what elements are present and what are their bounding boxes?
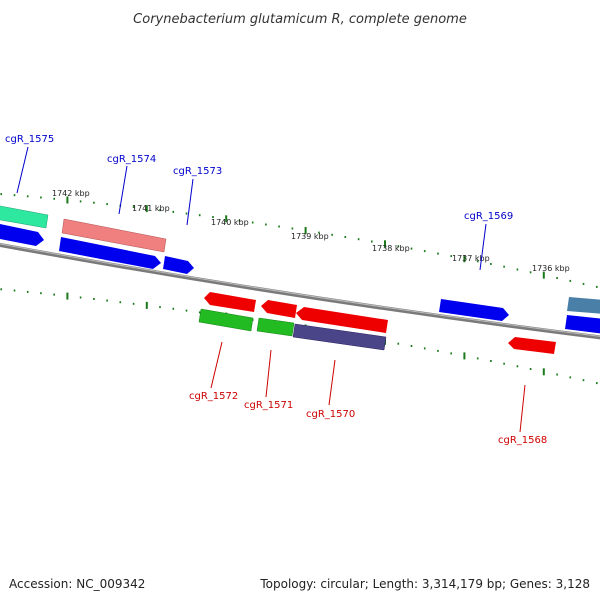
gene-label-cgR_1571[interactable]: cgR_1571	[244, 400, 293, 411]
genome-summary-text: Topology: circular; Length: 3,314,179 bp…	[260, 577, 590, 591]
outer-tick-ring	[0, 193, 598, 288]
feature-outer-pink[interactable]	[61, 218, 167, 253]
genome-title: Corynebacterium glutamicum R, complete g…	[133, 12, 467, 27]
gene-label-cgR_1570[interactable]: cgR_1570	[306, 409, 355, 420]
genome-backbone	[0, 242, 600, 340]
ruler-label-1740: 1740 kbp	[211, 218, 249, 227]
ruler-label-1742: 1742 kbp	[52, 189, 90, 198]
feature-green-a[interactable]	[198, 308, 254, 332]
feature-red-1568[interactable]	[508, 337, 556, 354]
gene-features	[0, 205, 600, 354]
gene-label-cgR_1573[interactable]: cgR_1573	[173, 166, 222, 177]
leader-cgR_1569	[479, 223, 487, 271]
ruler-label-1737: 1737 kbp	[452, 254, 490, 263]
feature-blue-1573[interactable]	[163, 256, 194, 274]
leader-cgR_1572	[210, 341, 223, 389]
gene-label-cgR_1568[interactable]: cgR_1568	[498, 435, 547, 446]
ruler-label-1739: 1739 kbp	[291, 232, 329, 241]
leader-cgR_1573	[186, 178, 194, 226]
feature-red-b[interactable]	[261, 300, 297, 318]
gene-labels: cgR_1575 cgR_1574 cgR_1573 cgR_1569 cgR_…	[5, 134, 547, 446]
feature-blue-1569[interactable]	[439, 299, 509, 321]
feature-red-c[interactable]	[296, 307, 388, 333]
feature-green-b[interactable]	[256, 317, 295, 337]
gene-label-leaders	[16, 146, 526, 433]
ruler-labels: 1742 kbp 1741 kbp 1740 kbp 1739 kbp 1738…	[52, 189, 570, 273]
gene-label-cgR_1575[interactable]: cgR_1575	[5, 134, 54, 145]
accession-text: Accession: NC_009342	[9, 577, 146, 591]
feature-steel-right[interactable]	[567, 297, 600, 314]
leader-cgR_1575	[16, 146, 29, 194]
gene-label-cgR_1574[interactable]: cgR_1574	[107, 154, 156, 165]
leader-cgR_1574	[118, 165, 128, 215]
leader-cgR_1571	[265, 349, 272, 398]
ruler-label-1738: 1738 kbp	[372, 244, 410, 253]
feature-red-a[interactable]	[204, 292, 256, 312]
feature-outer-teal[interactable]	[0, 205, 49, 229]
ruler-label-1736: 1736 kbp	[532, 264, 570, 273]
gene-label-cgR_1572[interactable]: cgR_1572	[189, 391, 238, 402]
feature-blue-long[interactable]	[59, 237, 161, 269]
feature-blue-right[interactable]	[565, 315, 600, 334]
leader-cgR_1570	[328, 359, 336, 406]
leader-cgR_1568	[519, 384, 526, 433]
feature-purple[interactable]	[292, 323, 387, 351]
ruler-label-1741: 1741 kbp	[132, 204, 170, 213]
feature-blue-left[interactable]	[0, 223, 44, 246]
gene-label-cgR_1569[interactable]: cgR_1569	[464, 211, 513, 222]
